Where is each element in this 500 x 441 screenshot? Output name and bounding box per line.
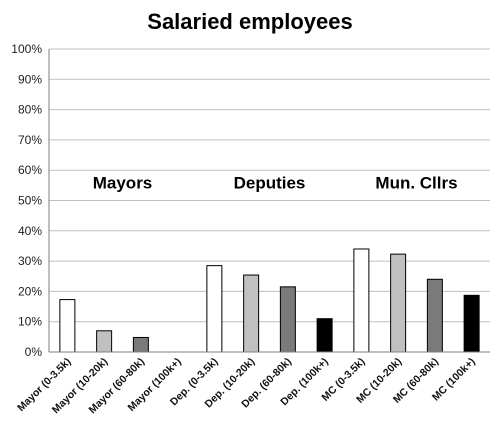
bar: [132, 336, 149, 353]
gridlines: [48, 48, 490, 353]
bar: [463, 294, 480, 353]
y-tick-label: 10%: [18, 315, 42, 329]
bar: [59, 299, 76, 353]
bar: [206, 265, 223, 353]
y-tick-label: 100%: [11, 42, 42, 56]
bar: [353, 248, 370, 353]
bar: [390, 253, 407, 353]
y-axis-ticks: 0% 10% 20% 30% 40% 50% 60% 70% 80% 90% 100%: [11, 42, 42, 359]
bar: [96, 330, 113, 353]
y-tick-label: 30%: [18, 254, 42, 268]
y-tick-label: 80%: [18, 103, 42, 117]
bar: [279, 286, 296, 353]
group-label: Mun. Cllrs: [375, 173, 457, 192]
y-tick-label: 50%: [18, 194, 42, 208]
group-label: Mayors: [93, 173, 153, 192]
y-tick-label: 90%: [18, 72, 42, 86]
bar: [243, 274, 260, 353]
bar: [316, 318, 333, 353]
bars: [59, 248, 480, 353]
group-labels: Mayors Deputies Mun. Cllrs: [93, 173, 458, 192]
y-tick-label: 70%: [18, 133, 42, 147]
group-label: Deputies: [234, 173, 306, 192]
x-axis-category-labels: Mayor (0-3.5k)Mayor (10-20k)Mayor (60-80…: [15, 356, 478, 416]
y-tick-label: 20%: [18, 284, 42, 298]
y-tick-label: 0%: [25, 345, 43, 359]
y-tick-label: 60%: [18, 163, 42, 177]
bar: [426, 278, 443, 353]
chart-title: Salaried employees: [147, 9, 352, 34]
y-tick-label: 40%: [18, 224, 42, 238]
